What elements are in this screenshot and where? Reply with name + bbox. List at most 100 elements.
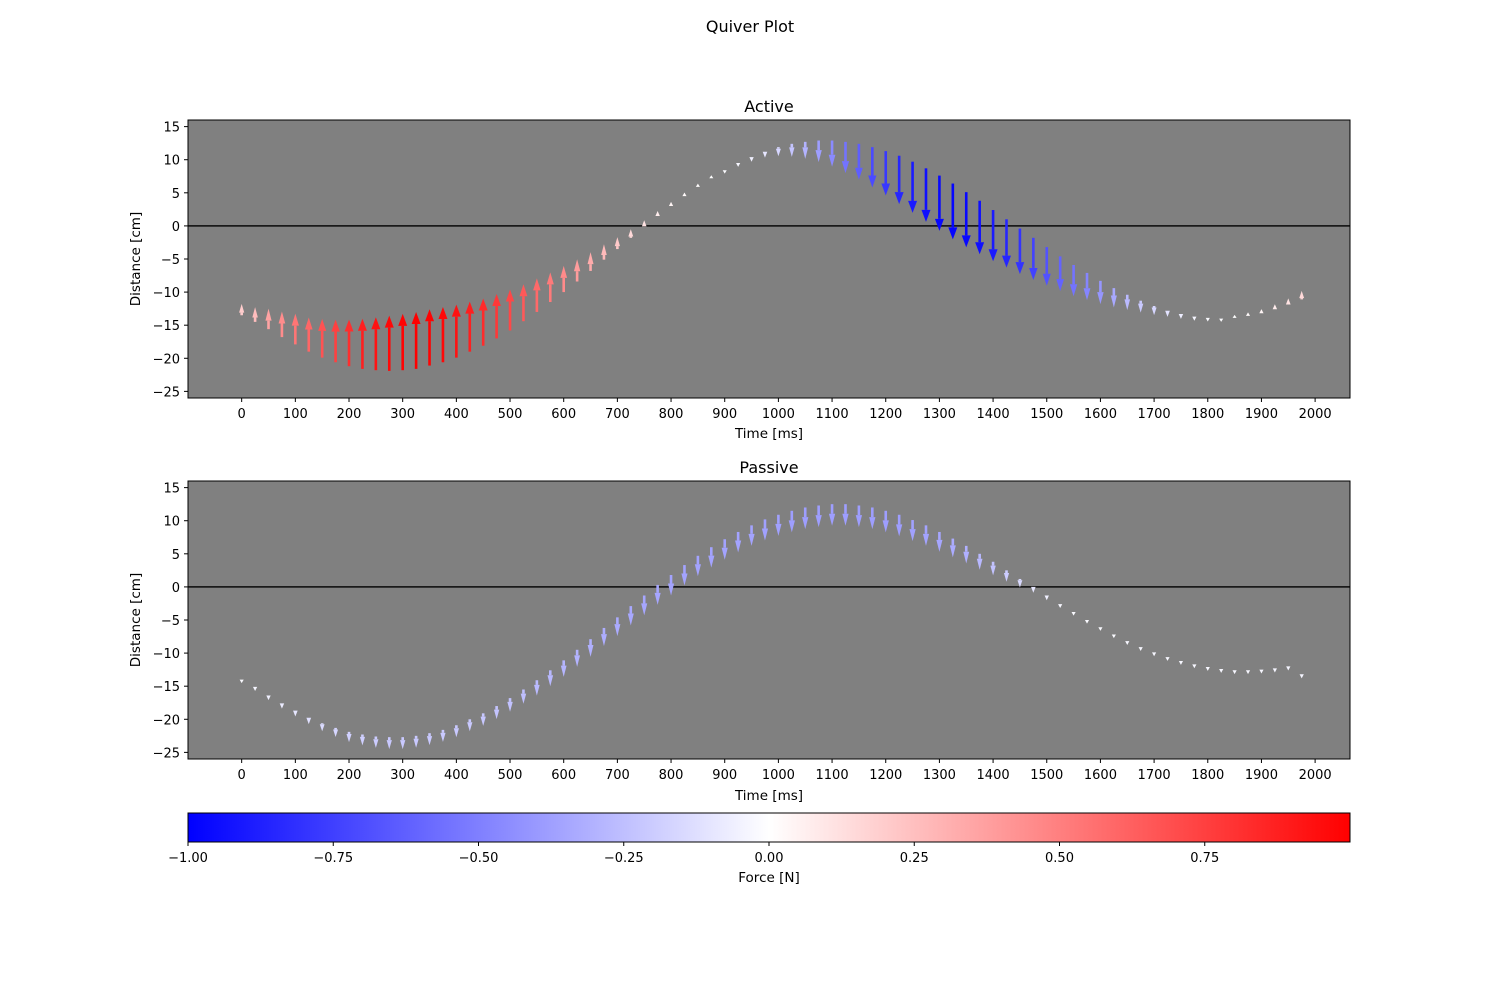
active-arrow	[1029, 237, 1038, 280]
active-arrow	[921, 168, 931, 222]
passive-arrow	[1245, 670, 1251, 675]
active-arrow	[1151, 305, 1157, 316]
colorbar-tick-label: −0.75	[313, 851, 353, 866]
passive-arrow	[359, 734, 366, 746]
active-arrow	[331, 319, 340, 363]
active-arrow	[641, 220, 647, 227]
passive-x-tick-label: 1400	[977, 768, 1010, 783]
active-arrow	[438, 307, 448, 363]
colorbar-tick-label: 0.75	[1190, 851, 1219, 866]
active-arrow	[1110, 288, 1117, 308]
passive-x-axis-label: Time [ms]	[734, 788, 803, 804]
active-arrow	[1299, 290, 1305, 300]
colorbar-ticks: −1.00 −0.75 −0.50 −0.25 0.00 0.25 0.50 0.75	[168, 842, 1219, 866]
passive-x-tick-label: 600	[551, 768, 576, 783]
passive-arrow	[520, 689, 527, 704]
passive-x-tick-label: 1300	[923, 768, 956, 783]
active-arrow	[749, 157, 754, 162]
passive-x-tick-label: 1000	[762, 768, 795, 783]
active-arrow	[908, 161, 918, 213]
active-arrow	[988, 210, 998, 262]
colorbar: −1.00 −0.75 −0.50 −0.25 0.00 0.25 0.50 0.75 For…	[168, 812, 1351, 886]
active-arrow	[1178, 313, 1184, 319]
active-y-tick-label: −20	[153, 352, 180, 367]
active-x-tick-label: 1100	[816, 407, 849, 422]
passive-arrow	[534, 680, 540, 696]
active-arrow	[1042, 247, 1051, 286]
colorbar-tick-label: −1.00	[168, 851, 208, 866]
active-arrow	[961, 192, 971, 248]
active-x-tick-label: 300	[390, 407, 415, 422]
active-arrow	[948, 183, 958, 240]
passive-arrow	[413, 735, 419, 748]
passive-x-tick-label: 300	[390, 768, 415, 783]
figure-title: Quiver Plot	[706, 17, 794, 36]
active-x-tick-label: 1300	[923, 407, 956, 422]
passive-x-tick-label: 1600	[1084, 768, 1117, 783]
active-arrow	[1205, 317, 1210, 322]
active-arrow	[546, 272, 554, 303]
active-arrow	[934, 175, 944, 231]
passive-arrow	[239, 679, 244, 684]
active-arrow	[1232, 314, 1237, 318]
passive-arrow	[641, 595, 648, 616]
active-arrow	[425, 309, 435, 366]
active-x-tick-label: 100	[283, 407, 308, 422]
active-arrow	[465, 301, 475, 352]
active-arrow	[371, 317, 381, 371]
active-arrow	[1097, 280, 1104, 305]
active-y-tick-label: 5	[172, 187, 180, 202]
colorbar-gradient	[187, 812, 1351, 843]
passive-arrow	[654, 584, 661, 605]
passive-arrow	[266, 695, 271, 701]
passive-arrow	[1152, 652, 1157, 657]
active-x-tick-label: 1900	[1245, 407, 1278, 422]
passive-arrow	[493, 706, 500, 720]
active-x-tick-label: 400	[444, 407, 469, 422]
passive-arrow	[319, 723, 325, 732]
active-arrow	[722, 170, 727, 174]
passive-arrow	[600, 627, 607, 647]
passive-panel: Passive 0 100 200 300 400 500 600 700 800 900 1000…	[128, 458, 1351, 804]
passive-arrow	[467, 719, 473, 732]
passive-arrow	[252, 686, 258, 691]
passive-x-tick-label: 200	[337, 768, 362, 783]
passive-arrow	[1098, 627, 1103, 631]
passive-arrow	[453, 725, 459, 738]
active-arrow	[1124, 294, 1131, 311]
active-x-tick-label: 700	[605, 407, 630, 422]
passive-arrow	[1219, 668, 1224, 673]
active-x-tick-label: 1700	[1138, 407, 1171, 422]
passive-arrow	[373, 736, 379, 748]
active-y-tick-label: −5	[161, 253, 180, 268]
active-x-tick-label: 800	[659, 407, 684, 422]
active-x-tick-label: 1400	[977, 407, 1010, 422]
active-arrow	[1165, 310, 1170, 317]
passive-arrow	[1165, 657, 1170, 661]
passive-x-tick-label: 1700	[1138, 768, 1171, 783]
active-arrow	[855, 143, 863, 180]
passive-arrow	[400, 737, 406, 750]
passive-arrow	[708, 547, 715, 568]
active-arrow	[492, 294, 501, 339]
active-arrow	[802, 141, 809, 159]
passive-arrow	[909, 520, 916, 542]
active-arrows	[239, 140, 1305, 371]
passive-x-tick-label: 1800	[1191, 768, 1224, 783]
passive-x-tick-label: 1200	[869, 768, 902, 783]
active-x-tick-label: 0	[238, 407, 246, 422]
passive-arrow	[802, 507, 809, 530]
active-y-axis-label: Distance [cm]	[128, 212, 144, 306]
passive-arrow	[1205, 666, 1210, 671]
active-arrow	[451, 304, 461, 358]
passive-arrow	[949, 538, 956, 558]
passive-arrow	[828, 504, 836, 526]
active-arrow	[533, 278, 541, 312]
passive-arrow	[1232, 670, 1237, 675]
active-y-axis: −25 −20 −15 −10 −5 0 5 10 15	[153, 121, 188, 400]
active-y-tick-label: 15	[163, 121, 180, 136]
passive-arrow	[346, 731, 352, 743]
passive-arrows	[239, 504, 1304, 750]
active-arrow	[815, 140, 822, 163]
passive-arrow	[1272, 668, 1277, 673]
